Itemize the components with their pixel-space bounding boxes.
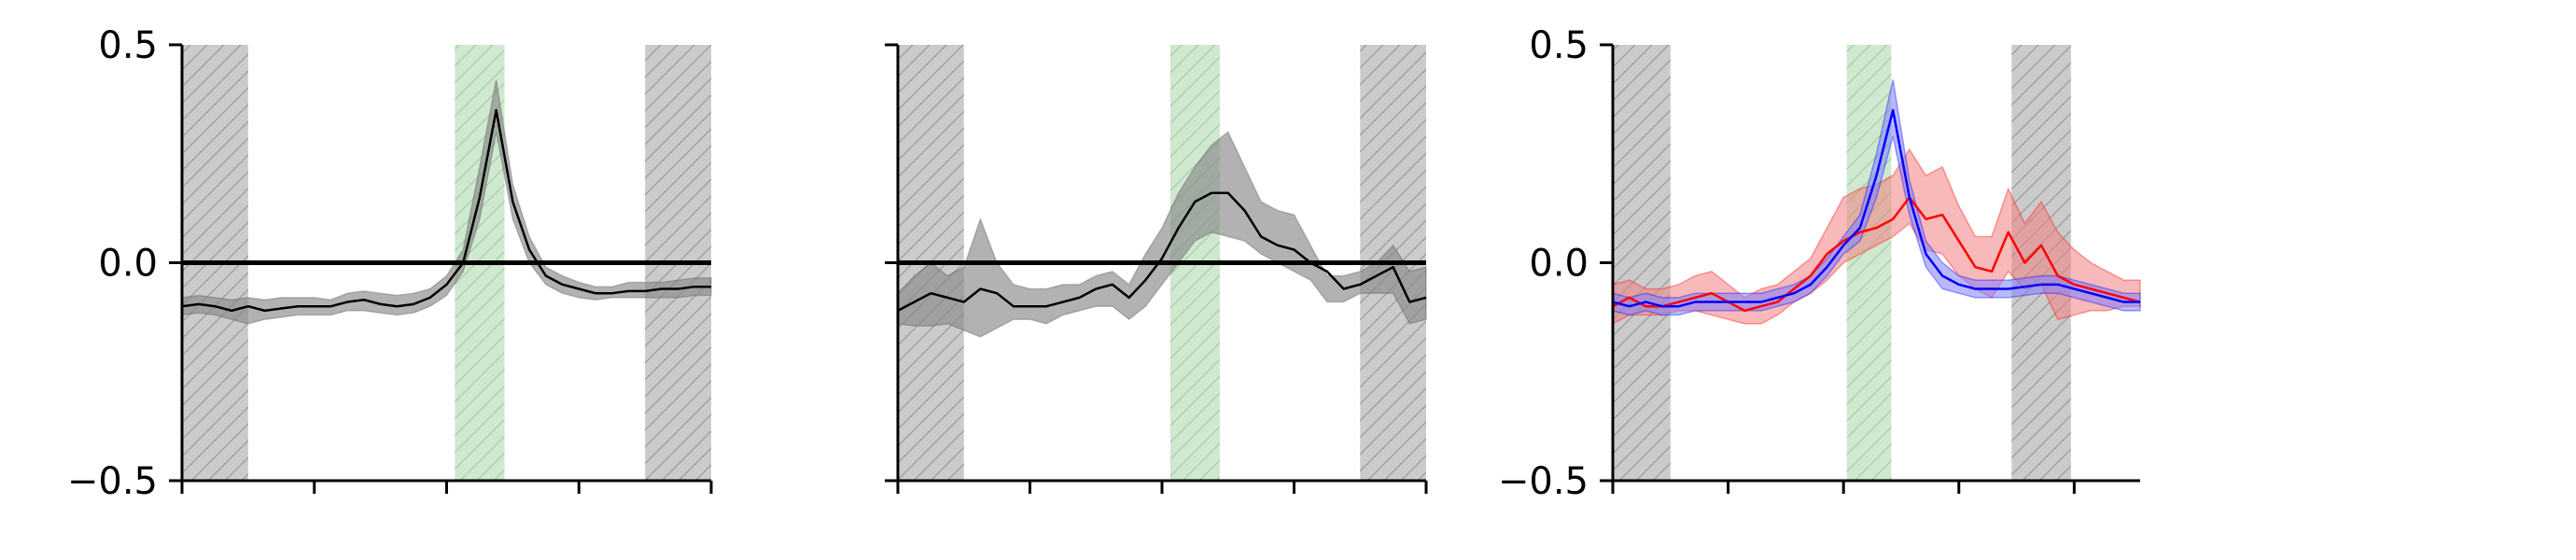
black-series-band (181, 79, 712, 325)
chart-panel-1: 0.5 0.0 −0.5 (67, 24, 713, 503)
y-tick-label-1: 0.0 (1529, 243, 1589, 286)
chart-panel-3: 0.5 0.0 −0.5 (1498, 24, 2141, 503)
chart-panel-2 (885, 43, 1428, 494)
blue-series-line (1612, 108, 2140, 308)
black-series-band (897, 131, 1427, 338)
black-series-line (181, 108, 711, 313)
red-series-line (1612, 196, 2141, 313)
y-tick-label-2: −0.5 (67, 460, 158, 503)
y-tick-label-0: 0.5 (98, 24, 158, 67)
region-hatch-1 (1846, 45, 1892, 481)
blue-series-band (1612, 79, 2141, 316)
y-tick-label-0: 0.5 (1529, 24, 1589, 67)
y-tick-label-2: −0.5 (1498, 460, 1589, 503)
black-series-line (897, 191, 1427, 312)
y-tick-label-1: 0.0 (98, 243, 158, 286)
region-hatch-0 (1613, 45, 1671, 481)
